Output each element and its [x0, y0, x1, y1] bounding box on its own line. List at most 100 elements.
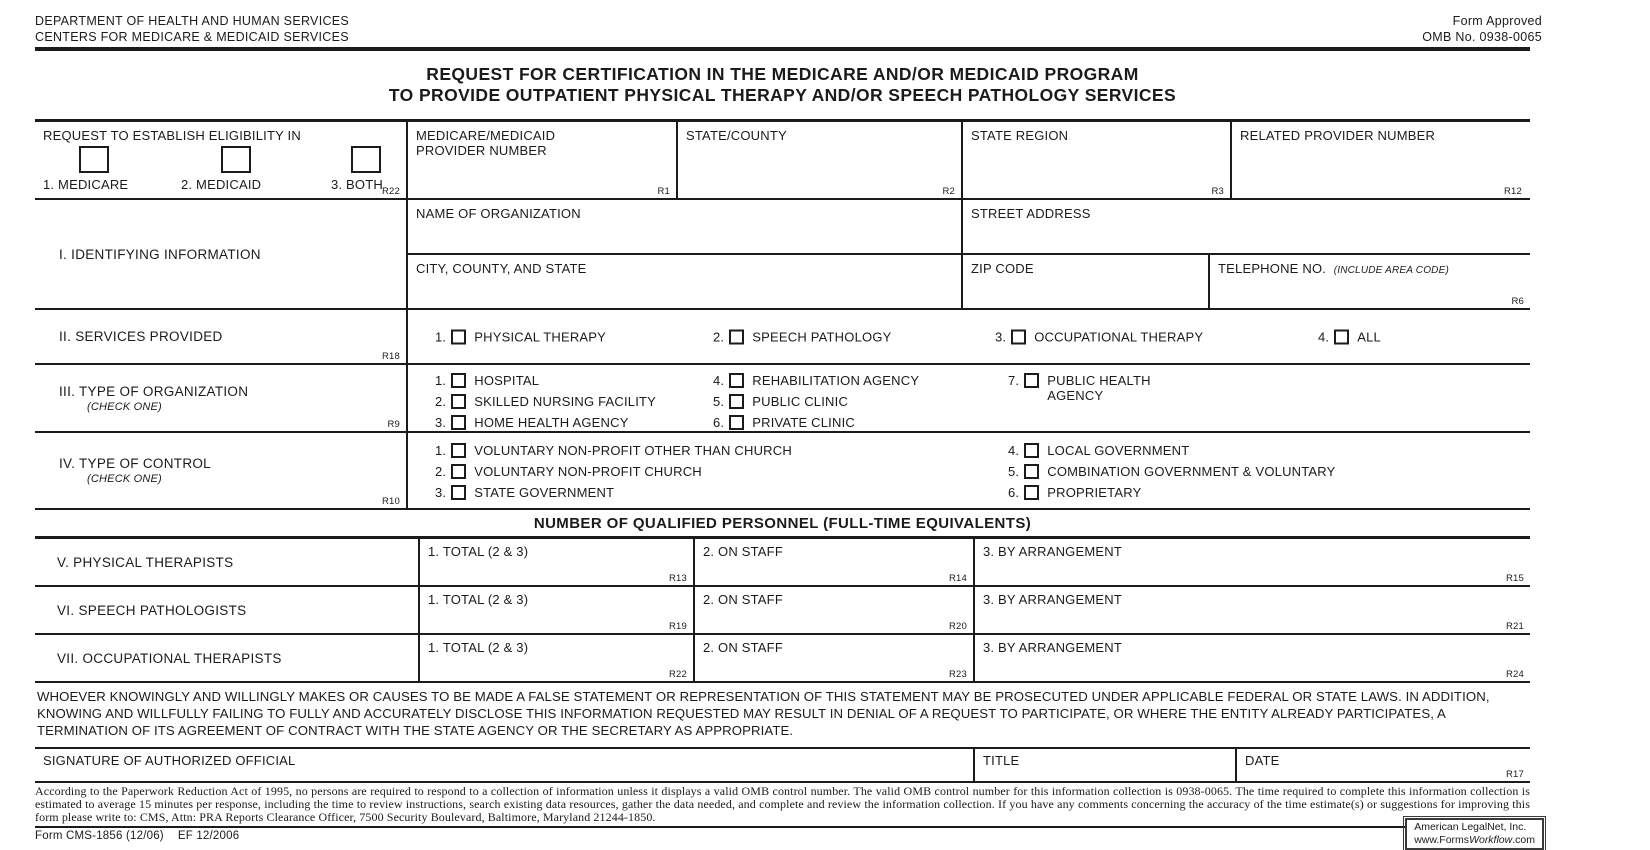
rehabilitation-agency-checkbox[interactable] [729, 373, 745, 388]
city-county-state-field[interactable]: CITY, COUNTY, AND STATE [408, 255, 963, 308]
zip-code-field[interactable]: ZIP CODE [963, 255, 1210, 308]
section-ii-label: II. SERVICES PROVIDED [59, 329, 223, 344]
personnel-header: NUMBER OF QUALIFIED PERSONNEL (FULL-TIME… [533, 514, 1032, 532]
page-header: DEPARTMENT OF HEALTH AND HUMAN SERVICES … [35, 0, 1542, 51]
telephone-field[interactable]: TELEPHONE NO. (INCLUDE AREA CODE) R6 [1210, 255, 1530, 308]
option-label: COMBINATION GOVERNMENT & VOLUNTARY [1047, 464, 1336, 479]
eligibility-cell: REQUEST TO ESTABLISH ELIGIBILITY IN 1. M… [35, 122, 408, 198]
control-options-col1: 1. VOLUNTARY NON-PROFIT OTHER THAN CHURC… [435, 443, 792, 500]
option-occupational-therapy: 3. OCCUPATIONAL THERAPY [995, 329, 1203, 344]
physical-therapy-checkbox[interactable] [451, 329, 467, 344]
pt-total-label: 1. TOTAL (2 & 3) [428, 544, 529, 559]
option-hospital: 1. HOSPITAL [435, 373, 656, 388]
title-field[interactable]: TITLE [975, 749, 1237, 781]
pt-by-arrangement-field[interactable]: 3. BY ARRANGEMENT R15 [975, 539, 1530, 585]
medicare-checkbox[interactable] [79, 146, 109, 173]
pt-on-staff-field[interactable]: 2. ON STAFF R14 [695, 539, 975, 585]
option-voluntary-nonprofit-church: 2. VOLUNTARY NON-PROFIT CHURCH [435, 464, 792, 479]
ot-on-staff-field[interactable]: 2. ON STAFF R23 [695, 635, 975, 681]
section-vii-label: VII. OCCUPATIONAL THERAPISTS [57, 650, 282, 666]
date-field[interactable]: DATE R17 [1237, 749, 1530, 781]
row-identifying-information: I. IDENTIFYING INFORMATION NAME OF ORGAN… [35, 200, 1530, 310]
occupational-therapy-checkbox[interactable] [1011, 329, 1027, 344]
pt-on-staff-label: 2. ON STAFF [703, 544, 783, 559]
option-speech-pathology: 2. SPEECH PATHOLOGY [713, 329, 892, 344]
voluntary-nonprofit-other-checkbox[interactable] [451, 443, 467, 458]
option-public-health-agency: 7. PUBLIC HEALTH AGENCY [1008, 373, 1169, 403]
row-type-of-control: IV. TYPE OF CONTROL (CHECK ONE) R10 1. V… [35, 433, 1530, 510]
state-region-field[interactable]: STATE REGION R3 [963, 122, 1232, 198]
ot-by-arrangement-field[interactable]: 3. BY ARRANGEMENT R24 [975, 635, 1530, 681]
organization-name-field[interactable]: NAME OF ORGANIZATION [408, 200, 963, 253]
telephone-label: TELEPHONE NO. (INCLUDE AREA CODE) [1218, 261, 1449, 276]
row-physical-therapists: V. PHYSICAL THERAPISTS 1. TOTAL (2 & 3) … [35, 539, 1530, 587]
option-number: 3. [435, 415, 447, 430]
row-type-of-organization: III. TYPE OF ORGANIZATION (CHECK ONE) R9… [35, 365, 1530, 433]
option-number: 2. [435, 464, 447, 479]
hospital-checkbox[interactable] [451, 373, 467, 388]
section-vi-cell: VI. SPEECH PATHOLOGISTS [35, 587, 420, 633]
option-all-services: 4. ALL [1318, 329, 1381, 344]
public-health-agency-checkbox[interactable] [1024, 373, 1040, 388]
option-number: 1. [435, 443, 447, 458]
option-physical-therapy: 1. PHYSICAL THERAPY [435, 329, 606, 344]
paperwork-reduction-notice: According to the Paperwork Reduction Act… [35, 784, 1530, 824]
provider-number-field[interactable]: MEDICARE/MEDICAID PROVIDER NUMBER R1 [408, 122, 678, 198]
ot-by-arrangement-label: 3. BY ARRANGEMENT [983, 640, 1122, 655]
combination-government-checkbox[interactable] [1024, 464, 1040, 479]
state-county-field[interactable]: STATE/COUNTY R2 [678, 122, 963, 198]
speech-pathology-checkbox[interactable] [729, 329, 745, 344]
field-code-r24: R24 [1505, 669, 1524, 680]
eligibility-label: REQUEST TO ESTABLISH ELIGIBILITY IN [43, 128, 301, 143]
proprietary-checkbox[interactable] [1024, 485, 1040, 500]
state-government-checkbox[interactable] [451, 485, 467, 500]
field-code-r15: R15 [1505, 573, 1524, 584]
voluntary-nonprofit-church-checkbox[interactable] [451, 464, 467, 479]
section-iv-cell: IV. TYPE OF CONTROL (CHECK ONE) R10 [35, 433, 408, 508]
section-ii-cell: II. SERVICES PROVIDED R18 [35, 310, 408, 363]
street-address-field[interactable]: STREET ADDRESS [963, 200, 1530, 253]
medicare-option-label: 1. MEDICARE [43, 177, 129, 192]
option-number: 2. [713, 329, 725, 344]
city-county-state-label: CITY, COUNTY, AND STATE [416, 261, 587, 276]
sp-by-arrangement-field[interactable]: 3. BY ARRANGEMENT R21 [975, 587, 1530, 633]
pt-total-field[interactable]: 1. TOTAL (2 & 3) R13 [420, 539, 695, 585]
field-code-r3: R3 [1211, 186, 1224, 197]
option-local-government: 4. LOCAL GOVERNMENT [1008, 443, 1336, 458]
option-number: 3. [995, 329, 1007, 344]
private-clinic-checkbox[interactable] [729, 415, 745, 430]
related-provider-field[interactable]: RELATED PROVIDER NUMBER R12 [1232, 122, 1528, 198]
organization-options-col3: 7. PUBLIC HEALTH AGENCY [1008, 373, 1169, 403]
zip-code-label: ZIP CODE [971, 261, 1034, 276]
centers-line: CENTERS FOR MEDICARE & MEDICAID SERVICES [35, 30, 349, 44]
all-services-checkbox[interactable] [1334, 329, 1350, 344]
skilled-nursing-checkbox[interactable] [451, 394, 467, 409]
sp-by-arrangement-label: 3. BY ARRANGEMENT [983, 592, 1122, 607]
field-code-r2: R2 [942, 186, 955, 197]
form-number: Form CMS-1856 (12/06) EF 12/2006 [35, 830, 240, 842]
row-services-provided: II. SERVICES PROVIDED R18 1. PHYSICAL TH… [35, 310, 1530, 365]
option-label: PHYSICAL THERAPY [474, 329, 607, 344]
field-code-r10: R10 [381, 496, 400, 507]
home-health-checkbox[interactable] [451, 415, 467, 430]
ot-total-field[interactable]: 1. TOTAL (2 & 3) R22 [420, 635, 695, 681]
local-government-checkbox[interactable] [1024, 443, 1040, 458]
field-code-r23: R23 [948, 669, 967, 680]
section-iv-label: IV. TYPE OF CONTROL [59, 456, 211, 471]
related-provider-label: RELATED PROVIDER NUMBER [1240, 128, 1436, 143]
public-clinic-checkbox[interactable] [729, 394, 745, 409]
sp-total-field[interactable]: 1. TOTAL (2 & 3) R19 [420, 587, 695, 633]
option-label: PUBLIC HEALTH AGENCY [1047, 373, 1151, 403]
both-checkbox[interactable] [351, 146, 381, 173]
sp-on-staff-field[interactable]: 2. ON STAFF R20 [695, 587, 975, 633]
option-label: PRIVATE CLINIC [752, 415, 855, 430]
organization-options-col2: 4. REHABILITATION AGENCY 5. PUBLIC CLINI… [713, 373, 919, 430]
option-label: VOLUNTARY NON-PROFIT OTHER THAN CHURCH [474, 443, 792, 458]
provider-number-label: MEDICARE/MEDICAID PROVIDER NUMBER [416, 128, 556, 158]
option-voluntary-nonprofit-other: 1. VOLUNTARY NON-PROFIT OTHER THAN CHURC… [435, 443, 792, 458]
option-number: 4. [713, 373, 725, 388]
medicaid-checkbox[interactable] [221, 146, 251, 173]
both-option-label: 3. BOTH [331, 177, 383, 192]
option-rehabilitation-agency: 4. REHABILITATION AGENCY [713, 373, 919, 388]
signature-field[interactable]: SIGNATURE OF AUTHORIZED OFFICIAL [35, 749, 975, 781]
